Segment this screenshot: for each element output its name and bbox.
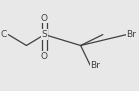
Text: S: S [42,30,47,39]
Text: O: O [41,52,48,61]
Text: Br: Br [126,30,136,39]
Text: H$_3$C: H$_3$C [0,28,8,41]
Text: Br: Br [90,61,100,70]
Text: O: O [41,14,48,23]
